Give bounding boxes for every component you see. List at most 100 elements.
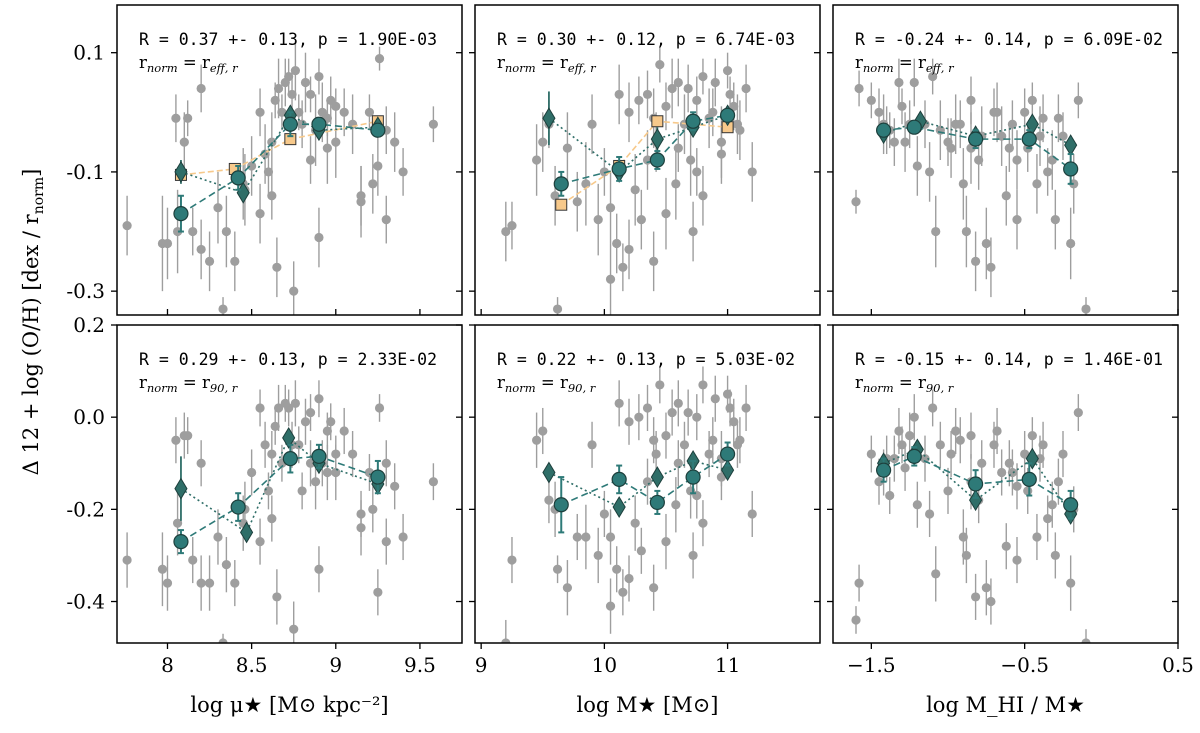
scatter-point xyxy=(958,179,968,189)
circle-series-marker xyxy=(967,131,984,147)
norm-lhs: r xyxy=(139,373,147,392)
scatter-point xyxy=(698,71,708,82)
scatter-point xyxy=(218,638,228,643)
scatter-point xyxy=(741,403,751,413)
scatter-point xyxy=(314,394,324,404)
square-series-marker xyxy=(651,115,664,128)
scatter-point xyxy=(1038,440,1048,450)
scatter-point xyxy=(532,155,542,165)
panels-group: 0.1 -0.1 -0.3 R = 0.37 +- 0.13, p = 1.90E-0… xyxy=(66,4,1194,717)
x-axis-label: log M★ [M⊙] xyxy=(577,693,719,717)
scatter-point xyxy=(874,477,884,487)
scatter-point xyxy=(900,137,910,147)
scatter-point xyxy=(997,467,1007,478)
scatter-point xyxy=(981,583,991,593)
scatter-point xyxy=(287,89,297,100)
norm-lhs: r xyxy=(855,373,863,392)
circle-series-line xyxy=(560,453,729,506)
scatter-point xyxy=(305,458,316,468)
scatter-point xyxy=(686,155,696,165)
x-axis-label: log M_HI / M★ xyxy=(926,693,1085,717)
circle-series-marker xyxy=(649,494,665,511)
scatter-point xyxy=(374,403,385,413)
scatter-point xyxy=(314,71,324,82)
scatter-point xyxy=(698,518,708,528)
scatter-point xyxy=(655,60,665,70)
scatter-point xyxy=(230,256,240,266)
scatter-point xyxy=(171,113,181,123)
norm-lhs-sub: norm xyxy=(147,61,178,75)
scatter-point xyxy=(986,262,996,272)
y-tick-label: 0.2 xyxy=(73,313,105,337)
scatter-point xyxy=(552,564,563,574)
scatter-point xyxy=(605,601,616,611)
scatter-point xyxy=(381,537,391,547)
norm-annotation: rnorm = r90, r xyxy=(497,373,597,395)
scatter-point xyxy=(928,403,938,413)
scatter-point xyxy=(1066,238,1076,249)
circle-series-marker xyxy=(282,451,298,467)
circle-series-marker xyxy=(685,113,701,129)
scatter-point xyxy=(630,185,640,195)
scatter-point xyxy=(655,380,665,390)
panel-data xyxy=(122,40,438,315)
x-tick-label: 8 xyxy=(161,653,174,677)
scatter-point xyxy=(294,440,304,450)
scatter-point xyxy=(221,226,231,237)
scatter-point xyxy=(1043,513,1053,524)
scatter-point xyxy=(614,89,624,100)
scatter-point xyxy=(889,137,899,147)
scatter-point xyxy=(692,412,702,422)
stat-annotation: R = 0.29 +- 0.13, p = 2.33E-02 xyxy=(139,350,437,369)
diamond-series-marker xyxy=(650,128,664,151)
panel-data xyxy=(501,366,757,643)
scatter-point xyxy=(912,161,922,171)
scatter-point xyxy=(673,143,683,153)
scatter-point xyxy=(562,583,573,593)
circle-series-marker xyxy=(173,534,189,550)
scatter-point xyxy=(894,77,904,88)
scatter-point xyxy=(221,560,231,570)
circle-series-marker xyxy=(370,122,386,138)
scatter-point xyxy=(894,426,904,436)
circle-series-marker xyxy=(1021,131,1037,147)
scatter-point xyxy=(698,380,708,390)
diamond-series-marker xyxy=(612,496,626,519)
scatter-point xyxy=(605,203,616,213)
scatter-point xyxy=(708,435,718,445)
scatter-point xyxy=(550,191,560,201)
norm-lhs-sub: norm xyxy=(505,381,536,395)
scatter-point xyxy=(267,137,277,147)
scatter-point xyxy=(157,564,168,574)
scatter-point xyxy=(373,587,383,597)
scatter-point xyxy=(673,77,683,88)
scatter-point xyxy=(909,412,919,422)
scatter-point xyxy=(122,220,132,231)
x-tick-label: 10 xyxy=(592,653,617,677)
norm-lhs-sub: norm xyxy=(147,381,178,395)
scatter-point xyxy=(373,161,383,171)
scatter-point xyxy=(1066,578,1076,588)
scatter-point xyxy=(981,238,991,249)
scatter-point xyxy=(1043,167,1053,177)
diamond-series-marker xyxy=(174,160,188,183)
circle-series-marker xyxy=(719,107,736,123)
scatter-point xyxy=(290,65,300,76)
circle-series-marker xyxy=(906,448,922,464)
scatter-point xyxy=(958,532,968,542)
norm-lhs-sub: norm xyxy=(505,61,536,75)
scatter-point xyxy=(255,107,265,117)
scatter-point xyxy=(946,449,956,459)
scatter-point xyxy=(992,107,1002,117)
scatter-point xyxy=(196,244,206,255)
scatter-point xyxy=(1050,215,1060,225)
scatter-point xyxy=(649,256,659,266)
norm-rhs-sub: 90, r xyxy=(210,381,239,395)
scatter-point xyxy=(732,440,743,450)
scatter-point xyxy=(866,95,876,105)
scatter-point xyxy=(946,143,956,153)
scatter-point xyxy=(255,209,265,219)
scatter-point xyxy=(593,215,603,225)
scatter-point xyxy=(398,532,408,542)
scatter-point xyxy=(331,467,341,478)
